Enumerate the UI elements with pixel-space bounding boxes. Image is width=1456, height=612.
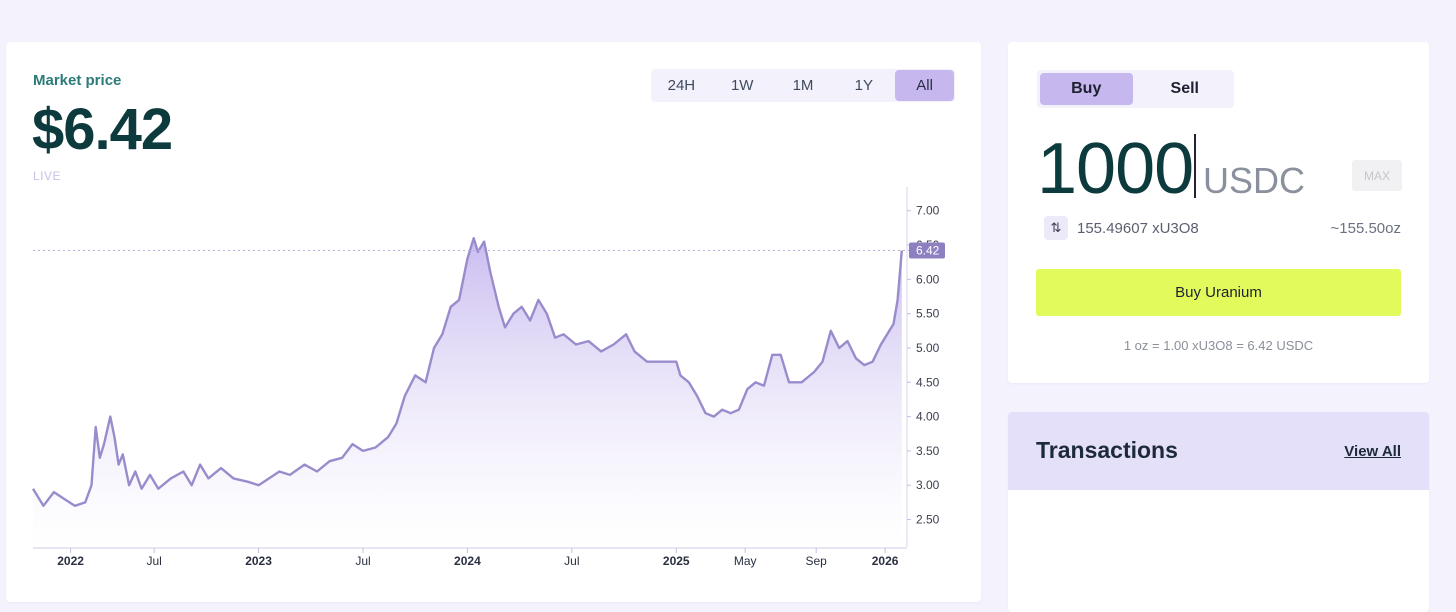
x-tick-label: Jul [146,554,161,568]
y-tick-label: 3.50 [916,444,940,458]
current-price-badge [909,242,945,259]
buy-tab[interactable]: Buy [1040,73,1133,105]
x-tick-label: 2024 [454,554,481,568]
y-tick-label: 5.50 [916,307,940,321]
x-tick-label: 2023 [245,554,272,568]
price-line [31,237,903,507]
x-tick-label: May [734,554,757,568]
max-button[interactable]: MAX [1352,160,1402,191]
exchange-rate: 1 oz = 1.00 xU3O8 = 6.42 USDC [1123,338,1314,353]
x-tick-label: Jul [355,554,370,568]
view-all-link[interactable]: View All [1344,443,1401,460]
transactions-header: Transactions View All [1008,412,1429,490]
converted-ounces: ~155.50oz [1330,220,1401,237]
market-chart-card: Market price $6.42 LIVE 24H 1W 1M 1Y All… [6,42,981,602]
y-tick-label: 5.00 [916,341,940,355]
buy-sell-toggle: Buy Sell [1037,70,1234,108]
y-tick-label: 6.00 [916,272,940,286]
y-tick-label: 4.50 [916,375,940,389]
market-price-value: $6.42 [32,97,173,162]
y-tick-label: 2.50 [916,513,940,527]
live-indicator: LIVE [33,169,62,183]
sell-tab[interactable]: Sell [1170,80,1199,97]
converted-amount: 155.49607 xU3O8 [1077,220,1199,237]
swap-arrows-icon[interactable]: ⇅ [1044,216,1068,240]
amount-input[interactable]: 1000 [1037,129,1194,209]
y-tick-label: 7.00 [916,204,940,218]
x-tick-label: Jul [564,554,579,568]
x-tick-label: 2022 [57,554,84,568]
transactions-title: Transactions [1036,437,1178,463]
trade-card: Buy Sell 1000 USDC MAX ⇅ 155.49607 xU3O8… [1008,42,1429,383]
range-1y-button[interactable]: 1Y [854,77,873,94]
range-24h-button[interactable]: 24H [667,77,696,94]
price-area [33,238,902,547]
current-price-badge-label: 6.42 [916,244,940,258]
price-chart: 7.006.506.005.505.004.504.003.503.002.50… [31,187,945,568]
time-range-selector: 24H 1W 1M 1Y All [651,69,955,102]
amount-unit: USDC [1203,160,1306,201]
transactions-card: Transactions View All [1008,412,1429,612]
y-tick-label: 3.00 [916,478,940,492]
buy-uranium-button[interactable]: Buy Uranium [1036,269,1401,316]
market-price-label: Market price [33,72,122,89]
x-tick-label: Sep [806,554,828,568]
text-caret [1194,134,1196,198]
range-all-button[interactable]: All [895,70,954,101]
y-tick-label: 4.00 [916,410,940,424]
x-tick-label: 2025 [663,554,690,568]
range-1w-button[interactable]: 1W [730,77,754,94]
x-tick-label: 2026 [872,554,899,568]
range-1m-button[interactable]: 1M [792,77,814,94]
